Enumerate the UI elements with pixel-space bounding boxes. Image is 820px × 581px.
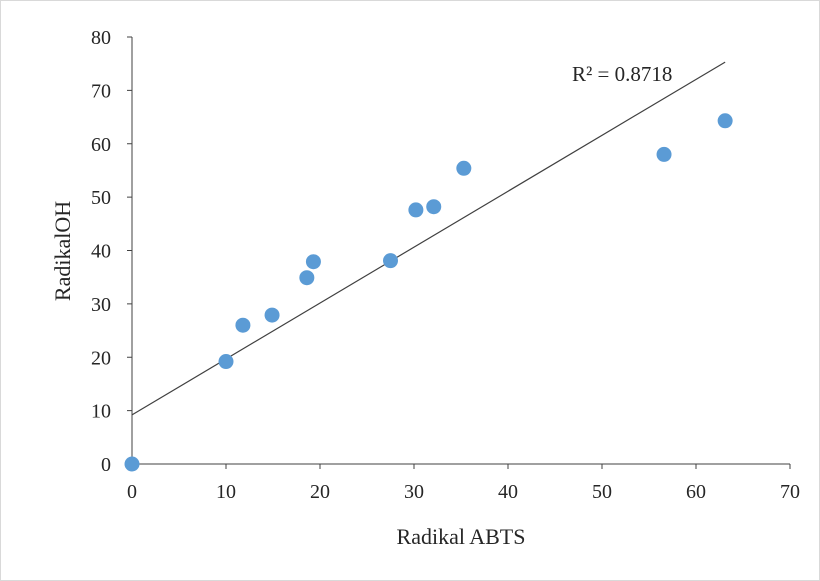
data-point bbox=[218, 354, 234, 370]
data-point bbox=[426, 199, 442, 215]
x-tick-label: 30 bbox=[404, 481, 424, 503]
data-point bbox=[717, 113, 733, 129]
y-tick-label: 40 bbox=[91, 241, 111, 263]
x-tick-label: 0 bbox=[127, 481, 137, 503]
x-tick-label: 40 bbox=[498, 481, 518, 503]
data-point bbox=[299, 270, 315, 286]
y-tick-label: 70 bbox=[91, 80, 111, 102]
y-tick-label: 50 bbox=[91, 187, 111, 209]
x-tick-label: 60 bbox=[686, 481, 706, 503]
data-point bbox=[656, 146, 672, 162]
y-tick-label: 0 bbox=[101, 454, 111, 476]
data-point bbox=[264, 307, 280, 323]
y-tick-label: 80 bbox=[91, 27, 111, 49]
r-squared-label: R² = 0.8718 bbox=[572, 62, 672, 86]
data-point bbox=[124, 456, 140, 472]
x-tick-label: 10 bbox=[216, 481, 236, 503]
data-point bbox=[305, 254, 321, 270]
y-axis-title: RadikalOH bbox=[50, 201, 75, 301]
x-tick-label: 20 bbox=[310, 481, 330, 503]
y-tick-label: 20 bbox=[91, 347, 111, 369]
data-point bbox=[456, 160, 472, 176]
data-point bbox=[383, 253, 398, 269]
x-axis-title: Radikal ABTS bbox=[397, 524, 526, 549]
data-point bbox=[408, 202, 424, 218]
data-point bbox=[235, 317, 251, 333]
y-tick-label: 10 bbox=[91, 401, 111, 423]
y-tick-label: 30 bbox=[91, 294, 111, 316]
y-tick-label: 60 bbox=[91, 134, 111, 156]
x-tick-label: 50 bbox=[592, 481, 612, 503]
x-tick-label: 70 bbox=[780, 481, 800, 503]
